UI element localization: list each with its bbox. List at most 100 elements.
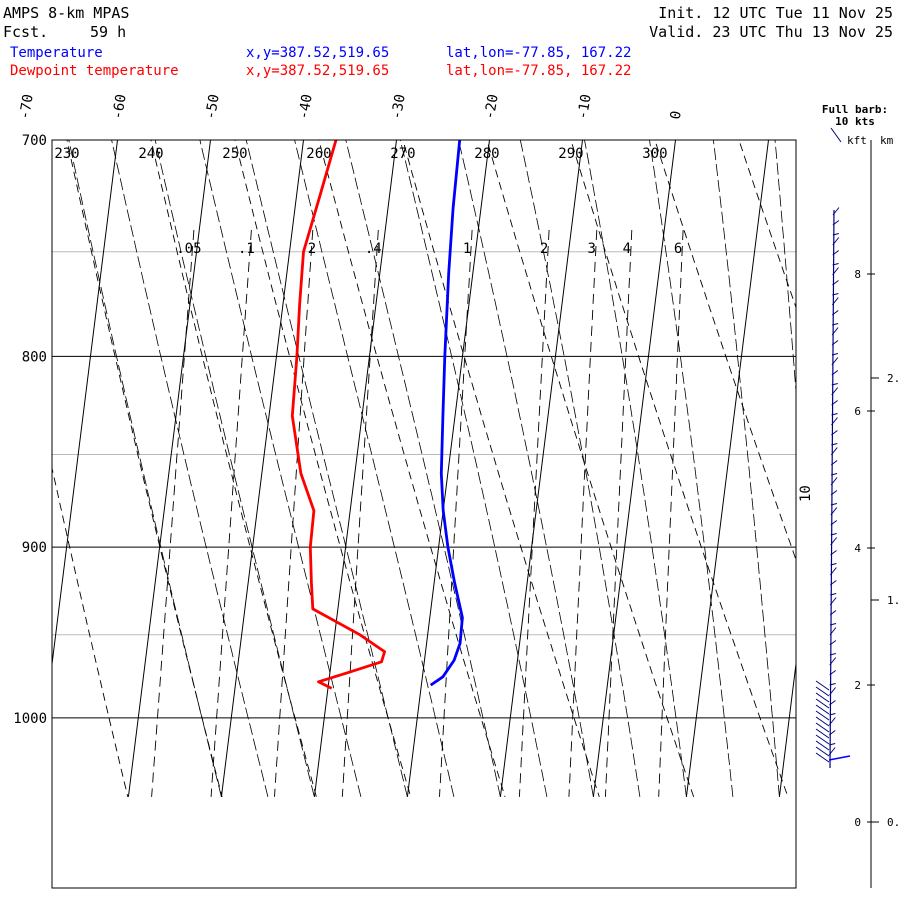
plot-frame [51, 139, 797, 889]
moist-adiabat-line [774, 140, 796, 397]
dewpoint-series [290, 140, 386, 690]
km-tick-label: 0 [854, 816, 861, 829]
wind-barb [815, 686, 830, 697]
wind-barb [831, 413, 838, 416]
wind-barb [832, 280, 839, 286]
moist-adiabat-line [245, 140, 408, 797]
isotherm-10-label: 10 [798, 485, 814, 502]
mixing-ratio-line [151, 229, 195, 797]
pressure-labels: 700 800 900 1000 [13, 133, 47, 727]
isotherm-line [127, 140, 212, 797]
isotherm-line [778, 659, 796, 797]
wind-barb [831, 327, 839, 336]
isotherm-line [0, 45, 36, 797]
mixing-ratio-label: 2 [540, 241, 548, 257]
theta-label: 280 [474, 146, 499, 162]
dry-adiabat-line [318, 140, 506, 798]
wind-barb [831, 430, 838, 436]
theta-label: 230 [54, 146, 79, 162]
wind-barb [830, 537, 837, 546]
fcst-value: 59 h [90, 23, 126, 41]
theta-label: 300 [642, 146, 667, 162]
mixing-ratio-labels: .05 .1 .2 .4 1 2 3 4 6 [176, 241, 682, 257]
wind-barb [831, 443, 838, 446]
wind-barb [832, 267, 839, 276]
wind-barb [815, 698, 830, 709]
mixing-ratio-label: .1 [238, 241, 255, 257]
mixing-ratio-label: .2 [299, 241, 316, 257]
wind-barb [832, 293, 839, 296]
dry-adiabats [52, 45, 900, 798]
temperature-tick-label: -70 [17, 93, 37, 121]
wind-barb [830, 563, 837, 566]
wind-barb [829, 657, 837, 666]
kft-tick-label: 1. [887, 594, 900, 607]
moist-adiabat-line [345, 140, 501, 797]
wind-barb [832, 233, 839, 236]
dry-adiabat-line [52, 465, 129, 798]
fcst-label: Fcst. [3, 23, 48, 41]
wind-barb [832, 323, 839, 326]
wind-barb [830, 477, 838, 486]
wind-barb [830, 460, 838, 466]
km-tick-label: 2 [854, 679, 861, 692]
theta-labels: 220230240250260270280290300 [54, 146, 667, 162]
mixing-ratio-line [210, 229, 252, 797]
wind-barb [829, 623, 837, 626]
barb-title-line2: 10 kts [835, 115, 875, 128]
wind-barb [828, 747, 836, 756]
theta-label: 250 [222, 146, 247, 162]
theta-label: 270 [390, 146, 415, 162]
wind-barb [815, 722, 830, 733]
wind-barb [832, 207, 840, 216]
wind-barb [829, 627, 837, 636]
wind-barb [815, 710, 830, 721]
wind-barb [830, 533, 837, 536]
wind-barb [831, 370, 839, 376]
mixing-ratio-label: 4 [623, 241, 631, 257]
pressure-label: 700 [22, 133, 47, 149]
mixing-ratio-label: 3 [588, 241, 596, 257]
mixing-ratio-label: .4 [365, 241, 382, 257]
wind-barb [828, 717, 836, 726]
wind-barb-panel: Full barb: 10 kts kft km 0 2 4 6 8 0. 1. 2. [815, 103, 900, 888]
moist-adiabat-line [458, 140, 594, 797]
isotherm-line [406, 140, 491, 797]
temperature-tick-label: -50 [203, 93, 223, 121]
isotherm-line [592, 140, 677, 797]
wind-barb [831, 310, 839, 316]
isotherm-line [872, 45, 900, 797]
dry-adiabat-line [402, 140, 600, 798]
mixing-ratio-line [658, 229, 684, 797]
km-tick-label: 6 [854, 405, 861, 418]
temperature-tick-labels: -70 -60 -50 -40 -30 -20 -10 0 [17, 93, 685, 121]
moist-adiabat-line [154, 140, 315, 797]
wind-barb [830, 473, 838, 476]
wind-barb [831, 387, 839, 396]
wind-barb [829, 700, 836, 706]
wind-barb [815, 746, 830, 757]
dry-adiabat-line [654, 140, 796, 562]
plot-area: 2 2 0 230 240 250 260 270 280 290 300 .05 .1 .2 .4 1 2 3… [0, 45, 900, 798]
temperature-tick-label: -10 [575, 93, 595, 121]
theta-label: 260 [306, 146, 331, 162]
wind-barb [831, 417, 838, 426]
moist-adiabat-line [584, 140, 687, 797]
kft-ticks: 0. 1. 2. [871, 372, 900, 829]
temperature-series [429, 140, 464, 687]
wind-barb [830, 550, 837, 556]
wind-barb [831, 353, 839, 356]
temperature-tick-label: -40 [296, 93, 316, 121]
mixing-ratio-line [604, 229, 633, 797]
dewpoint-line [290, 140, 386, 690]
wind-barb [815, 728, 830, 739]
theta-label: 240 [138, 146, 163, 162]
wind-barb [831, 340, 839, 346]
wind-barb [815, 716, 830, 727]
valid-time: Valid. 23 UTC Thu 13 Nov 25 [649, 23, 893, 41]
wind-barb [829, 610, 837, 616]
dry-adiabat-line [790, 45, 900, 797]
km-tick-label: 8 [854, 268, 861, 281]
dry-adiabat-line [234, 140, 412, 798]
wind-barb [815, 692, 830, 703]
